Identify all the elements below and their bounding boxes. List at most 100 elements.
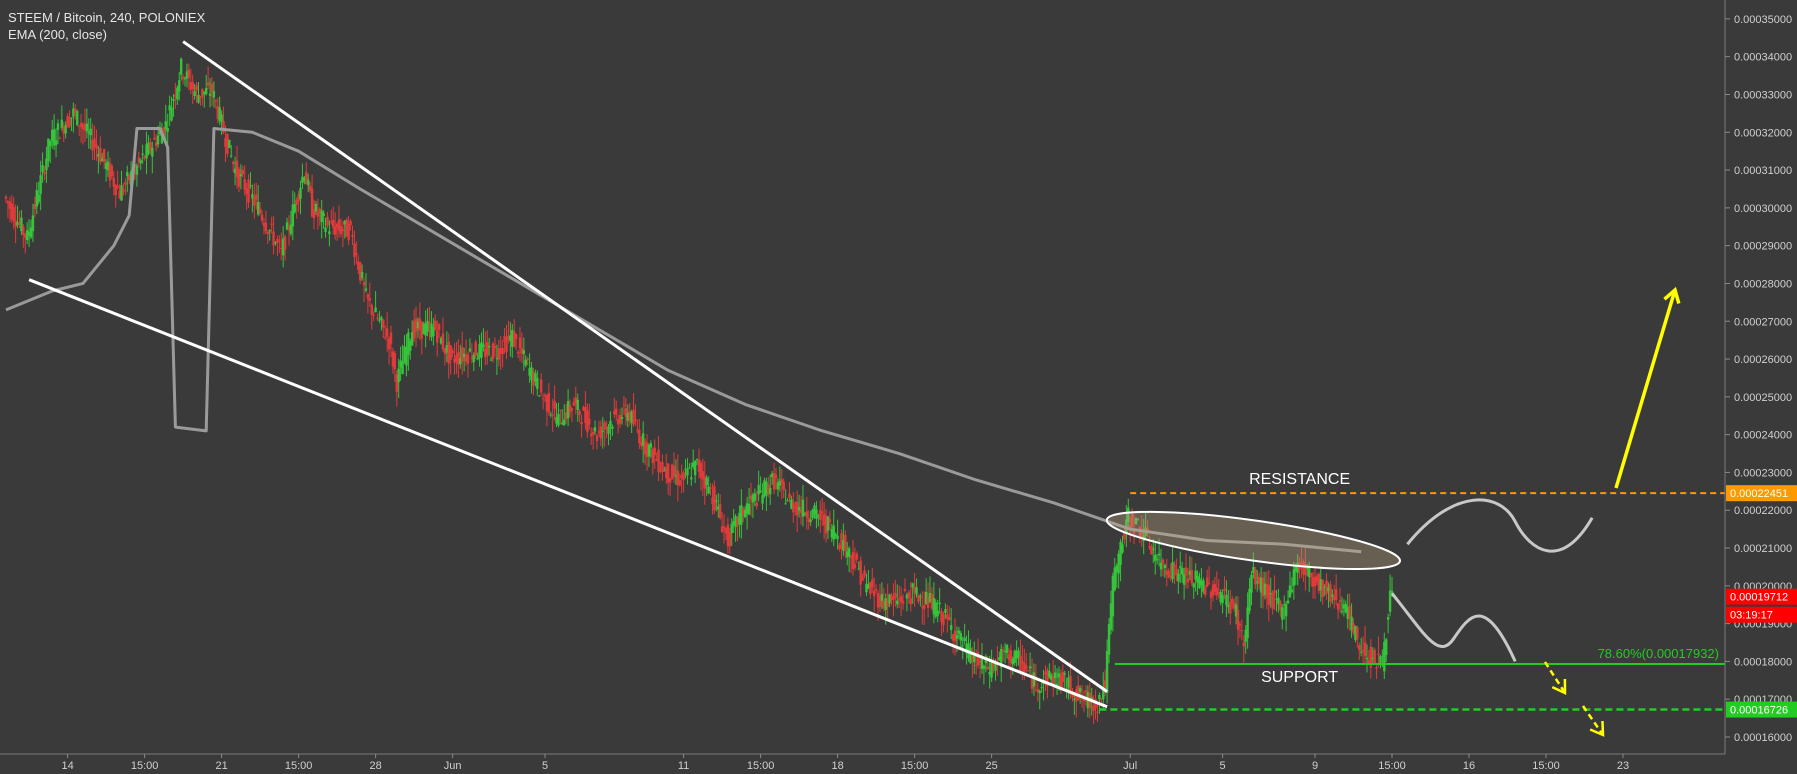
candle xyxy=(880,582,884,610)
candle-body xyxy=(520,348,524,354)
candle xyxy=(722,514,726,544)
candle xyxy=(172,93,175,117)
candle-body xyxy=(641,433,645,447)
candle xyxy=(576,393,579,422)
candle-body xyxy=(1236,609,1240,630)
candle xyxy=(1263,571,1267,600)
candle xyxy=(728,527,731,555)
ema-indicator-label[interactable]: EMA (200, close) xyxy=(8,27,107,42)
candle-body xyxy=(1263,583,1267,595)
candle-body xyxy=(289,224,293,234)
candle xyxy=(482,328,485,352)
candle xyxy=(332,206,335,235)
candle-body xyxy=(1115,565,1118,573)
candle-body xyxy=(834,533,837,537)
candle xyxy=(1052,659,1055,697)
candle xyxy=(1065,677,1068,699)
candle-body xyxy=(1015,650,1018,659)
candle-body xyxy=(332,219,335,228)
candle xyxy=(736,516,739,541)
candle xyxy=(341,221,345,248)
candle xyxy=(407,328,410,371)
candle xyxy=(780,468,783,499)
candle-body xyxy=(1333,595,1336,601)
candle-body xyxy=(643,441,647,455)
candle-body xyxy=(872,590,876,597)
candle-body xyxy=(726,524,730,547)
candle xyxy=(191,74,194,105)
price-tick-label: 0.00033000 xyxy=(1734,89,1792,101)
candle xyxy=(647,443,651,468)
candle-body xyxy=(191,82,194,90)
time-axis[interactable]: 14 15:00 21 15:00 28 Jun 5 11 15:00 18 15:00 25 Jul 5… xyxy=(0,753,1725,772)
candle xyxy=(337,205,341,238)
candle-body xyxy=(1179,566,1182,568)
candle xyxy=(890,592,893,606)
candle-body xyxy=(930,593,934,609)
candle-body xyxy=(757,484,760,495)
candle-body xyxy=(990,662,993,678)
candle xyxy=(493,337,497,357)
candle-body xyxy=(1127,507,1130,523)
candle xyxy=(605,421,608,438)
candle-body xyxy=(822,514,826,526)
candle-body xyxy=(68,117,71,127)
candle-body xyxy=(541,398,545,400)
candle-body xyxy=(1053,672,1057,679)
candle xyxy=(420,321,423,355)
candle xyxy=(776,478,780,497)
candle xyxy=(4,194,8,203)
candle-body xyxy=(620,417,624,419)
candle-body xyxy=(559,409,562,411)
candle xyxy=(767,476,770,498)
candle xyxy=(713,480,716,515)
candle-body xyxy=(216,106,219,120)
candle xyxy=(351,225,354,245)
candle xyxy=(1336,602,1340,620)
candle xyxy=(620,407,624,425)
candle-body xyxy=(1379,655,1382,665)
price-tick-label: 0.00024000 xyxy=(1734,430,1792,442)
candle xyxy=(770,471,774,485)
candle xyxy=(258,202,262,216)
candle-body xyxy=(243,179,246,191)
candle xyxy=(761,483,764,510)
candle xyxy=(278,235,281,253)
candle xyxy=(622,395,626,415)
candle xyxy=(938,587,941,614)
candle xyxy=(102,148,106,169)
candle-body xyxy=(436,330,439,343)
candle xyxy=(1167,568,1170,579)
candle-body xyxy=(181,76,185,79)
candle-body xyxy=(399,360,402,368)
candle-body xyxy=(1102,687,1105,700)
candle-body xyxy=(62,126,65,134)
candle xyxy=(690,462,693,486)
candle xyxy=(239,164,243,190)
candle xyxy=(52,114,56,150)
candle-body xyxy=(1017,650,1020,658)
candle xyxy=(355,241,358,265)
candle-body xyxy=(1300,564,1303,567)
candle xyxy=(1061,664,1065,691)
candle xyxy=(949,608,953,640)
candle-body xyxy=(1259,577,1263,593)
candle xyxy=(339,218,343,238)
candle-body xyxy=(326,216,329,226)
candle xyxy=(70,117,73,132)
candle xyxy=(940,608,943,636)
candle xyxy=(256,185,260,217)
candle-body xyxy=(1371,658,1374,660)
candle xyxy=(821,497,824,527)
candle-body xyxy=(491,343,495,360)
candle-body xyxy=(89,128,92,136)
symbol-title[interactable]: STEEM / Bitcoin, 240, POLONIEX xyxy=(8,10,206,25)
candle-body xyxy=(1167,570,1170,578)
candle xyxy=(903,578,907,593)
candle xyxy=(715,494,718,512)
candle-body xyxy=(1240,630,1244,632)
candle xyxy=(747,488,751,515)
candle-body xyxy=(1286,600,1290,604)
